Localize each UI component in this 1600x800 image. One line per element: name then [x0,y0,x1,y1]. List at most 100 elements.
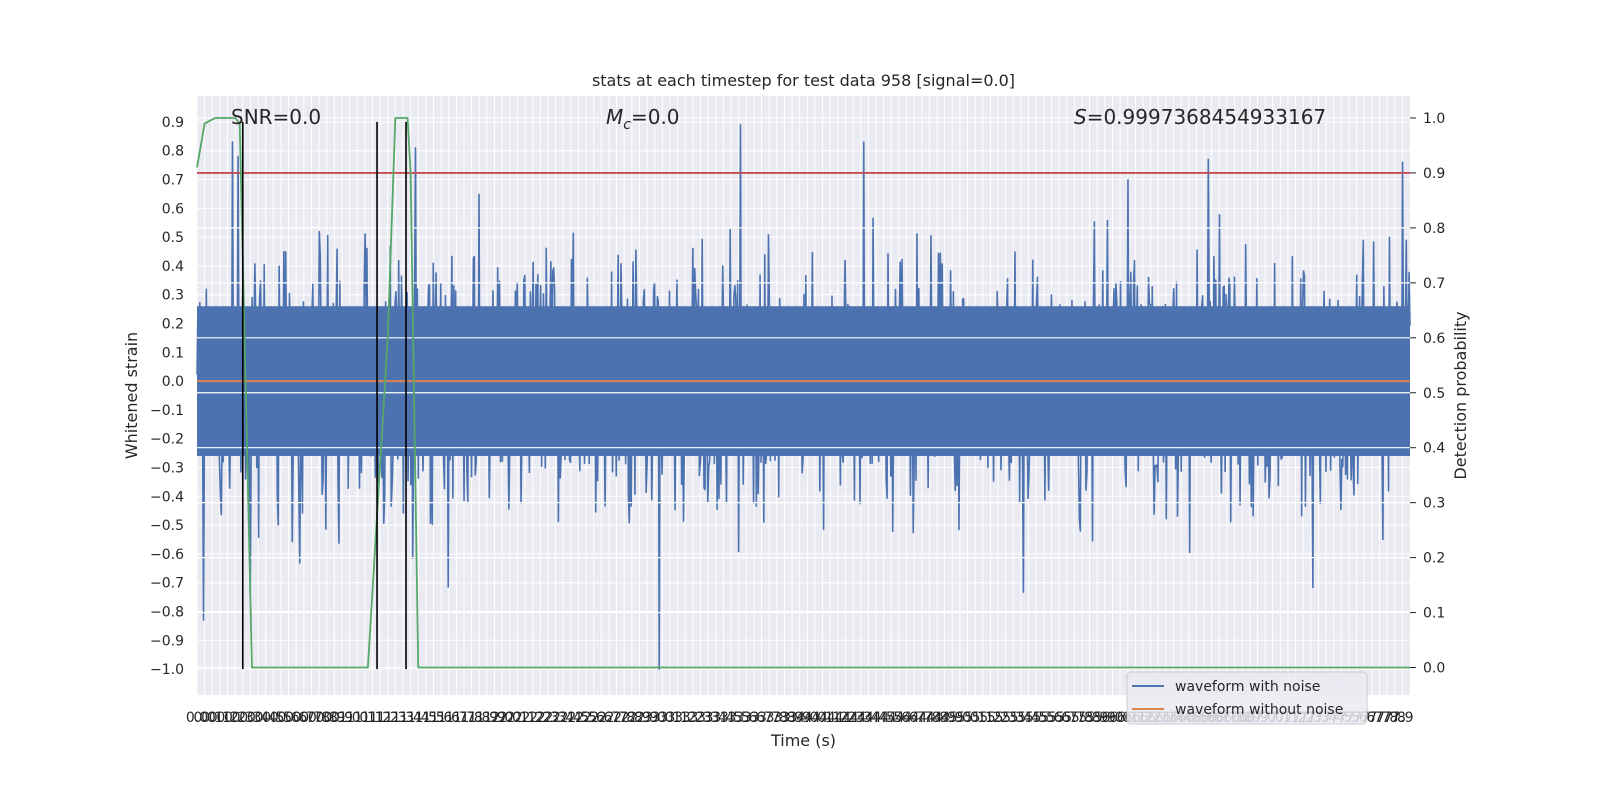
x-tick-label: 0.1 [209,710,231,726]
x-tick-label: 4.9 [941,710,963,726]
y-tick-label: −0.2 [150,432,184,448]
x-tick-label: 0.8 [316,710,338,726]
x-tick-label: 3.5 [728,710,750,726]
x-tick-label: 5.2 [987,710,1009,726]
y2-tick-label: 0.3 [1423,496,1445,512]
x-tick-label: 3.7 [758,710,780,726]
x-tick-label: 0.0 [186,710,208,726]
y2-tick-label: 0.8 [1423,221,1445,237]
y-tick-label: −0.8 [150,604,184,620]
x-tick-label: 4.4 [865,710,887,726]
x-tick-label: 5.7 [1056,710,1078,726]
x-tick-label: 3.9 [789,710,811,726]
x-tick-label: 4.0 [796,710,818,726]
x-tick-label: 7.8 [1384,710,1406,726]
annotation-chirp-mass-symbol: M [606,105,623,129]
x-tick-label: 0.3 [239,710,261,726]
x-tick-label: 1.7 [445,710,467,726]
x-tick-label: 2.3 [544,710,566,726]
x-tick-label: 3.1 [666,710,688,726]
x-tick-label: 0.0 [193,710,215,726]
x-tick-label: 7.7 [1368,710,1390,726]
annotation-statistic-value: =0.9997368454933167 [1087,105,1326,129]
x-tick-label: 4.0 [804,710,826,726]
x-tick-label: 4.5 [880,710,902,726]
annotation-snr: SNR=0.0 [231,105,321,129]
x-tick-label: 5.3 [1002,710,1024,726]
x-tick-label: 1.4 [399,710,421,726]
x-tick-label: 4.7 [911,710,933,726]
x-tick-label: 3.3 [689,710,711,726]
y2-tick-label: 0.6 [1423,331,1445,347]
x-tick-label: 1.6 [430,710,452,726]
x-tick-label: 5.4 [1017,710,1039,726]
y-axis-label: Whitened strain [122,332,141,459]
x-tick-label: 2.0 [499,710,521,726]
x-tick-label: 2.1 [506,710,528,726]
x-tick-label: 2.8 [613,710,635,726]
annotation-statistic-symbol: S [1074,105,1087,129]
x-tick-label: 1.0 [338,710,360,726]
x-tick-label: 2.7 [605,710,627,726]
y-tick-label: 0.8 [162,144,184,160]
x-tick-label: 2.6 [590,710,612,726]
y-tick-label: −0.5 [150,518,184,534]
x-tick-label: 1.9 [476,710,498,726]
y2-tick-label: 0.1 [1423,606,1445,622]
x-tick-label: 4.4 [857,710,879,726]
x-tick-label: 3.5 [720,710,742,726]
y-tick-label: 0.9 [162,115,184,131]
y2-tick-label: 0.4 [1423,441,1445,457]
x-tick-label: 4.8 [918,710,940,726]
y-tick-label: −0.7 [150,576,184,592]
annotation-chirp-mass-value: =0.0 [631,105,680,129]
x-tick-label: 3.4 [712,710,734,726]
x-tick-label: 7.9 [1391,710,1413,726]
x-tick-label: 3.3 [697,710,719,726]
x-tick-label: 0.6 [285,710,307,726]
x-tick-label: 4.6 [888,710,910,726]
x-tick-label: 2.5 [575,710,597,726]
x-tick-label: 3.8 [766,710,788,726]
x-tick-label: 5.5 [1025,710,1047,726]
x-tick-label: 0.3 [232,710,254,726]
x-tick-label: 5.5 [1033,710,1055,726]
x-tick-label: 4.1 [811,710,833,726]
x-tick-label: 2.9 [628,710,650,726]
x-tick-label: 4.2 [827,710,849,726]
legend-box [1126,671,1368,725]
x-tick-label: 5.1 [964,710,986,726]
x-tick-label: 2.1 [514,710,536,726]
x-tick-label: 5.1 [972,710,994,726]
x-tick-label: 0.1 [201,710,223,726]
x-tick-label: 4.8 [926,710,948,726]
x-tick-label: 1.4 [407,710,429,726]
x-tick-label: 5.9 [1094,710,1116,726]
x-tick-label: 2.0 [491,710,513,726]
x-tick-label: 1.3 [392,710,414,726]
x-tick-label: 1.0 [346,710,368,726]
x-tick-label: 1.7 [453,710,475,726]
y-tick-label: 0.4 [162,259,184,275]
x-tick-label: 3.9 [781,710,803,726]
x-tick-label: 5.8 [1071,710,1093,726]
x-tick-label: 3.2 [682,710,704,726]
x-tick-label: 5.4 [1010,710,1032,726]
x-tick-label: 5.6 [1048,710,1070,726]
y-tick-label: 0.0 [162,374,184,390]
x-tick-label: 2.4 [552,710,574,726]
x-tick-label: 4.1 [819,710,841,726]
y-tick-label: 0.2 [162,317,184,333]
y-tick-label: −0.1 [150,403,184,419]
y-tick-label: −0.9 [150,633,184,649]
x-tick-label: 0.7 [300,710,322,726]
x-tick-label: 1.8 [461,710,483,726]
x-tick-label: 3.0 [651,710,673,726]
y-tick-label: −0.3 [150,460,184,476]
x-tick-label: 2.6 [583,710,605,726]
x-tick-label: 0.8 [308,710,330,726]
x-tick-label: 4.6 [895,710,917,726]
x-tick-label: 6.0 [1101,710,1123,726]
x-tick-label: 3.8 [773,710,795,726]
